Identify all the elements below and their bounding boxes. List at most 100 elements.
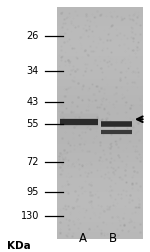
FancyBboxPatch shape xyxy=(57,60,142,63)
FancyBboxPatch shape xyxy=(57,190,142,192)
FancyBboxPatch shape xyxy=(57,181,142,183)
FancyBboxPatch shape xyxy=(57,63,142,65)
FancyBboxPatch shape xyxy=(57,197,142,199)
FancyBboxPatch shape xyxy=(57,202,142,204)
FancyBboxPatch shape xyxy=(57,183,142,185)
FancyBboxPatch shape xyxy=(57,44,142,47)
FancyBboxPatch shape xyxy=(57,26,142,28)
Text: 72: 72 xyxy=(27,157,39,167)
FancyBboxPatch shape xyxy=(57,204,142,206)
FancyBboxPatch shape xyxy=(57,42,142,44)
FancyBboxPatch shape xyxy=(57,151,142,153)
Text: 95: 95 xyxy=(27,187,39,197)
FancyBboxPatch shape xyxy=(57,118,142,121)
FancyBboxPatch shape xyxy=(57,174,142,176)
FancyBboxPatch shape xyxy=(57,51,142,54)
FancyBboxPatch shape xyxy=(57,188,142,190)
FancyBboxPatch shape xyxy=(57,158,142,160)
FancyBboxPatch shape xyxy=(57,199,142,202)
FancyBboxPatch shape xyxy=(57,176,142,178)
FancyBboxPatch shape xyxy=(57,141,142,144)
FancyBboxPatch shape xyxy=(57,227,142,229)
FancyBboxPatch shape xyxy=(57,23,142,26)
FancyBboxPatch shape xyxy=(57,72,142,74)
FancyBboxPatch shape xyxy=(57,222,142,225)
FancyBboxPatch shape xyxy=(57,12,142,14)
FancyBboxPatch shape xyxy=(57,144,142,146)
FancyBboxPatch shape xyxy=(57,208,142,211)
FancyBboxPatch shape xyxy=(57,139,142,141)
FancyBboxPatch shape xyxy=(57,213,142,215)
FancyBboxPatch shape xyxy=(57,65,142,68)
FancyBboxPatch shape xyxy=(57,192,142,195)
FancyBboxPatch shape xyxy=(57,232,142,234)
FancyBboxPatch shape xyxy=(57,220,142,222)
FancyBboxPatch shape xyxy=(57,33,142,35)
FancyBboxPatch shape xyxy=(57,70,142,72)
Text: A: A xyxy=(79,232,87,245)
Text: B: B xyxy=(108,232,117,245)
FancyBboxPatch shape xyxy=(57,102,142,104)
FancyBboxPatch shape xyxy=(57,225,142,227)
FancyBboxPatch shape xyxy=(57,125,142,128)
FancyBboxPatch shape xyxy=(57,90,142,93)
FancyBboxPatch shape xyxy=(57,30,142,33)
FancyBboxPatch shape xyxy=(57,47,142,49)
FancyBboxPatch shape xyxy=(57,206,142,208)
FancyBboxPatch shape xyxy=(57,132,142,135)
FancyBboxPatch shape xyxy=(57,160,142,162)
FancyBboxPatch shape xyxy=(57,74,142,77)
Text: 55: 55 xyxy=(27,119,39,129)
FancyBboxPatch shape xyxy=(57,14,142,17)
FancyBboxPatch shape xyxy=(57,123,142,125)
FancyBboxPatch shape xyxy=(57,95,142,98)
FancyBboxPatch shape xyxy=(57,162,142,165)
FancyBboxPatch shape xyxy=(57,130,142,132)
FancyBboxPatch shape xyxy=(57,104,142,107)
Text: KDa: KDa xyxy=(8,241,31,251)
FancyBboxPatch shape xyxy=(57,58,142,60)
FancyBboxPatch shape xyxy=(57,56,142,58)
FancyBboxPatch shape xyxy=(57,17,142,19)
FancyBboxPatch shape xyxy=(57,135,142,137)
FancyBboxPatch shape xyxy=(57,185,142,188)
FancyBboxPatch shape xyxy=(57,40,142,42)
FancyBboxPatch shape xyxy=(57,54,142,56)
FancyBboxPatch shape xyxy=(57,153,142,155)
FancyBboxPatch shape xyxy=(57,88,142,90)
FancyBboxPatch shape xyxy=(57,109,142,111)
Text: 34: 34 xyxy=(27,66,39,76)
FancyBboxPatch shape xyxy=(57,137,142,139)
FancyBboxPatch shape xyxy=(57,121,142,123)
FancyBboxPatch shape xyxy=(57,100,142,102)
FancyBboxPatch shape xyxy=(57,148,142,151)
FancyBboxPatch shape xyxy=(57,155,142,158)
FancyBboxPatch shape xyxy=(57,81,142,84)
FancyBboxPatch shape xyxy=(57,114,142,116)
FancyBboxPatch shape xyxy=(57,68,142,70)
FancyBboxPatch shape xyxy=(57,171,142,174)
FancyBboxPatch shape xyxy=(57,146,142,148)
FancyBboxPatch shape xyxy=(57,84,142,86)
FancyBboxPatch shape xyxy=(57,116,142,118)
FancyBboxPatch shape xyxy=(57,19,142,21)
FancyBboxPatch shape xyxy=(57,218,142,220)
FancyBboxPatch shape xyxy=(57,195,142,197)
FancyBboxPatch shape xyxy=(57,211,142,213)
FancyBboxPatch shape xyxy=(57,111,142,114)
Text: 130: 130 xyxy=(21,211,39,221)
FancyBboxPatch shape xyxy=(57,236,142,238)
FancyBboxPatch shape xyxy=(57,178,142,181)
FancyBboxPatch shape xyxy=(57,21,142,23)
Text: 43: 43 xyxy=(27,97,39,107)
FancyBboxPatch shape xyxy=(57,28,142,30)
FancyBboxPatch shape xyxy=(57,215,142,218)
FancyBboxPatch shape xyxy=(57,10,142,12)
FancyBboxPatch shape xyxy=(57,38,142,40)
FancyBboxPatch shape xyxy=(57,93,142,95)
FancyBboxPatch shape xyxy=(57,167,142,169)
FancyBboxPatch shape xyxy=(57,229,142,232)
Text: 26: 26 xyxy=(27,31,39,41)
FancyBboxPatch shape xyxy=(57,169,142,171)
FancyBboxPatch shape xyxy=(57,49,142,51)
